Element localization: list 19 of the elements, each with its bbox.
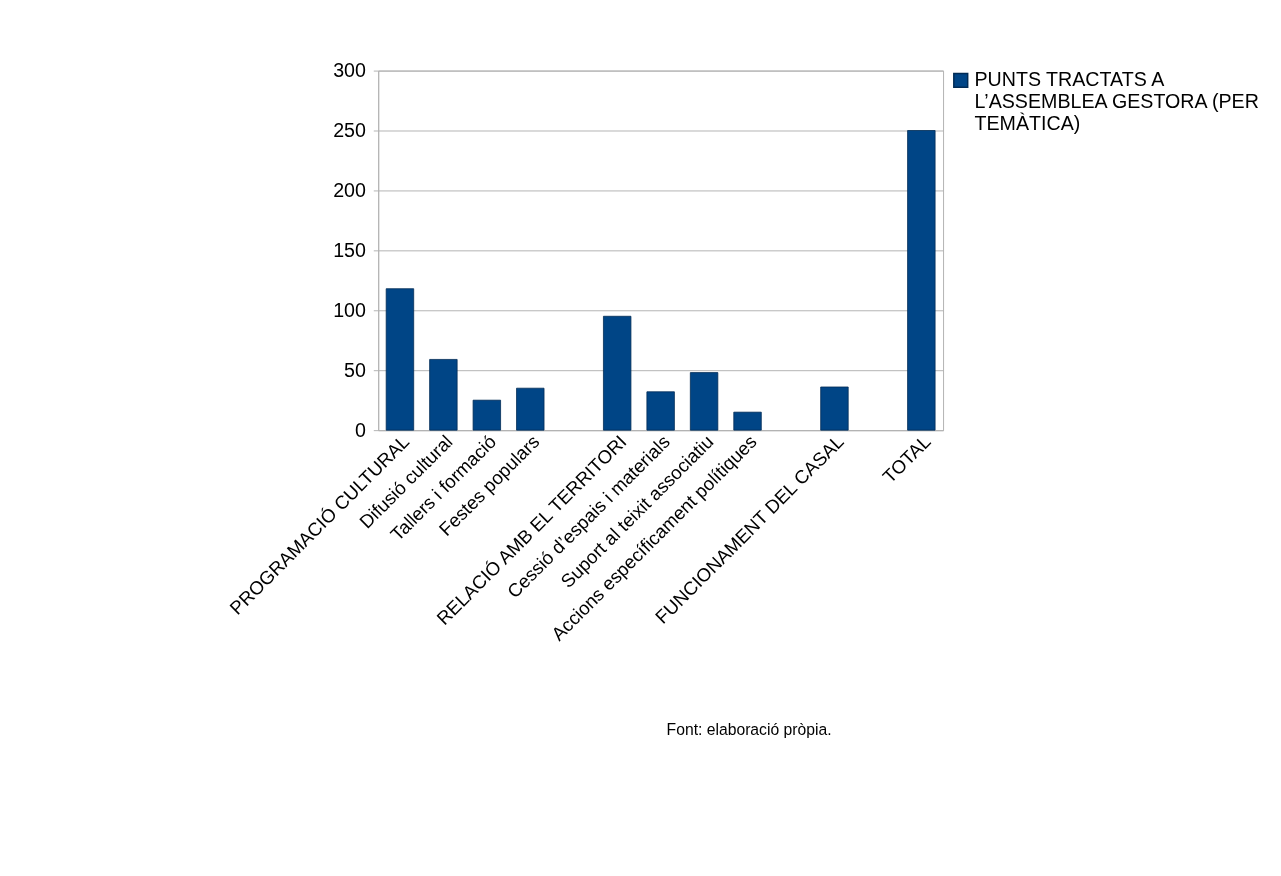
y-tick-label: 200 — [333, 178, 367, 201]
bar — [603, 315, 632, 431]
y-tick-label: 300 — [333, 58, 367, 81]
y-tick-label: 0 — [355, 418, 367, 441]
y-tick-label: 150 — [333, 238, 367, 261]
bar — [429, 359, 458, 431]
y-tick-label: 100 — [333, 298, 367, 321]
y-tick-label: 250 — [333, 118, 367, 141]
bar — [907, 130, 936, 431]
bar — [733, 411, 762, 431]
bar — [820, 386, 849, 431]
bar — [385, 288, 415, 431]
bar — [472, 399, 501, 431]
legend-label: PUNTS TRACTATS A L’ASSEMBLEA GESTORA (PER TEMÀTICA) — [974, 68, 1259, 134]
y-tick-label: 50 — [344, 358, 366, 381]
text: Font: elaboració pròpia. — [666, 720, 832, 738]
bar — [689, 372, 719, 431]
bar — [646, 391, 675, 431]
bar — [516, 387, 545, 431]
